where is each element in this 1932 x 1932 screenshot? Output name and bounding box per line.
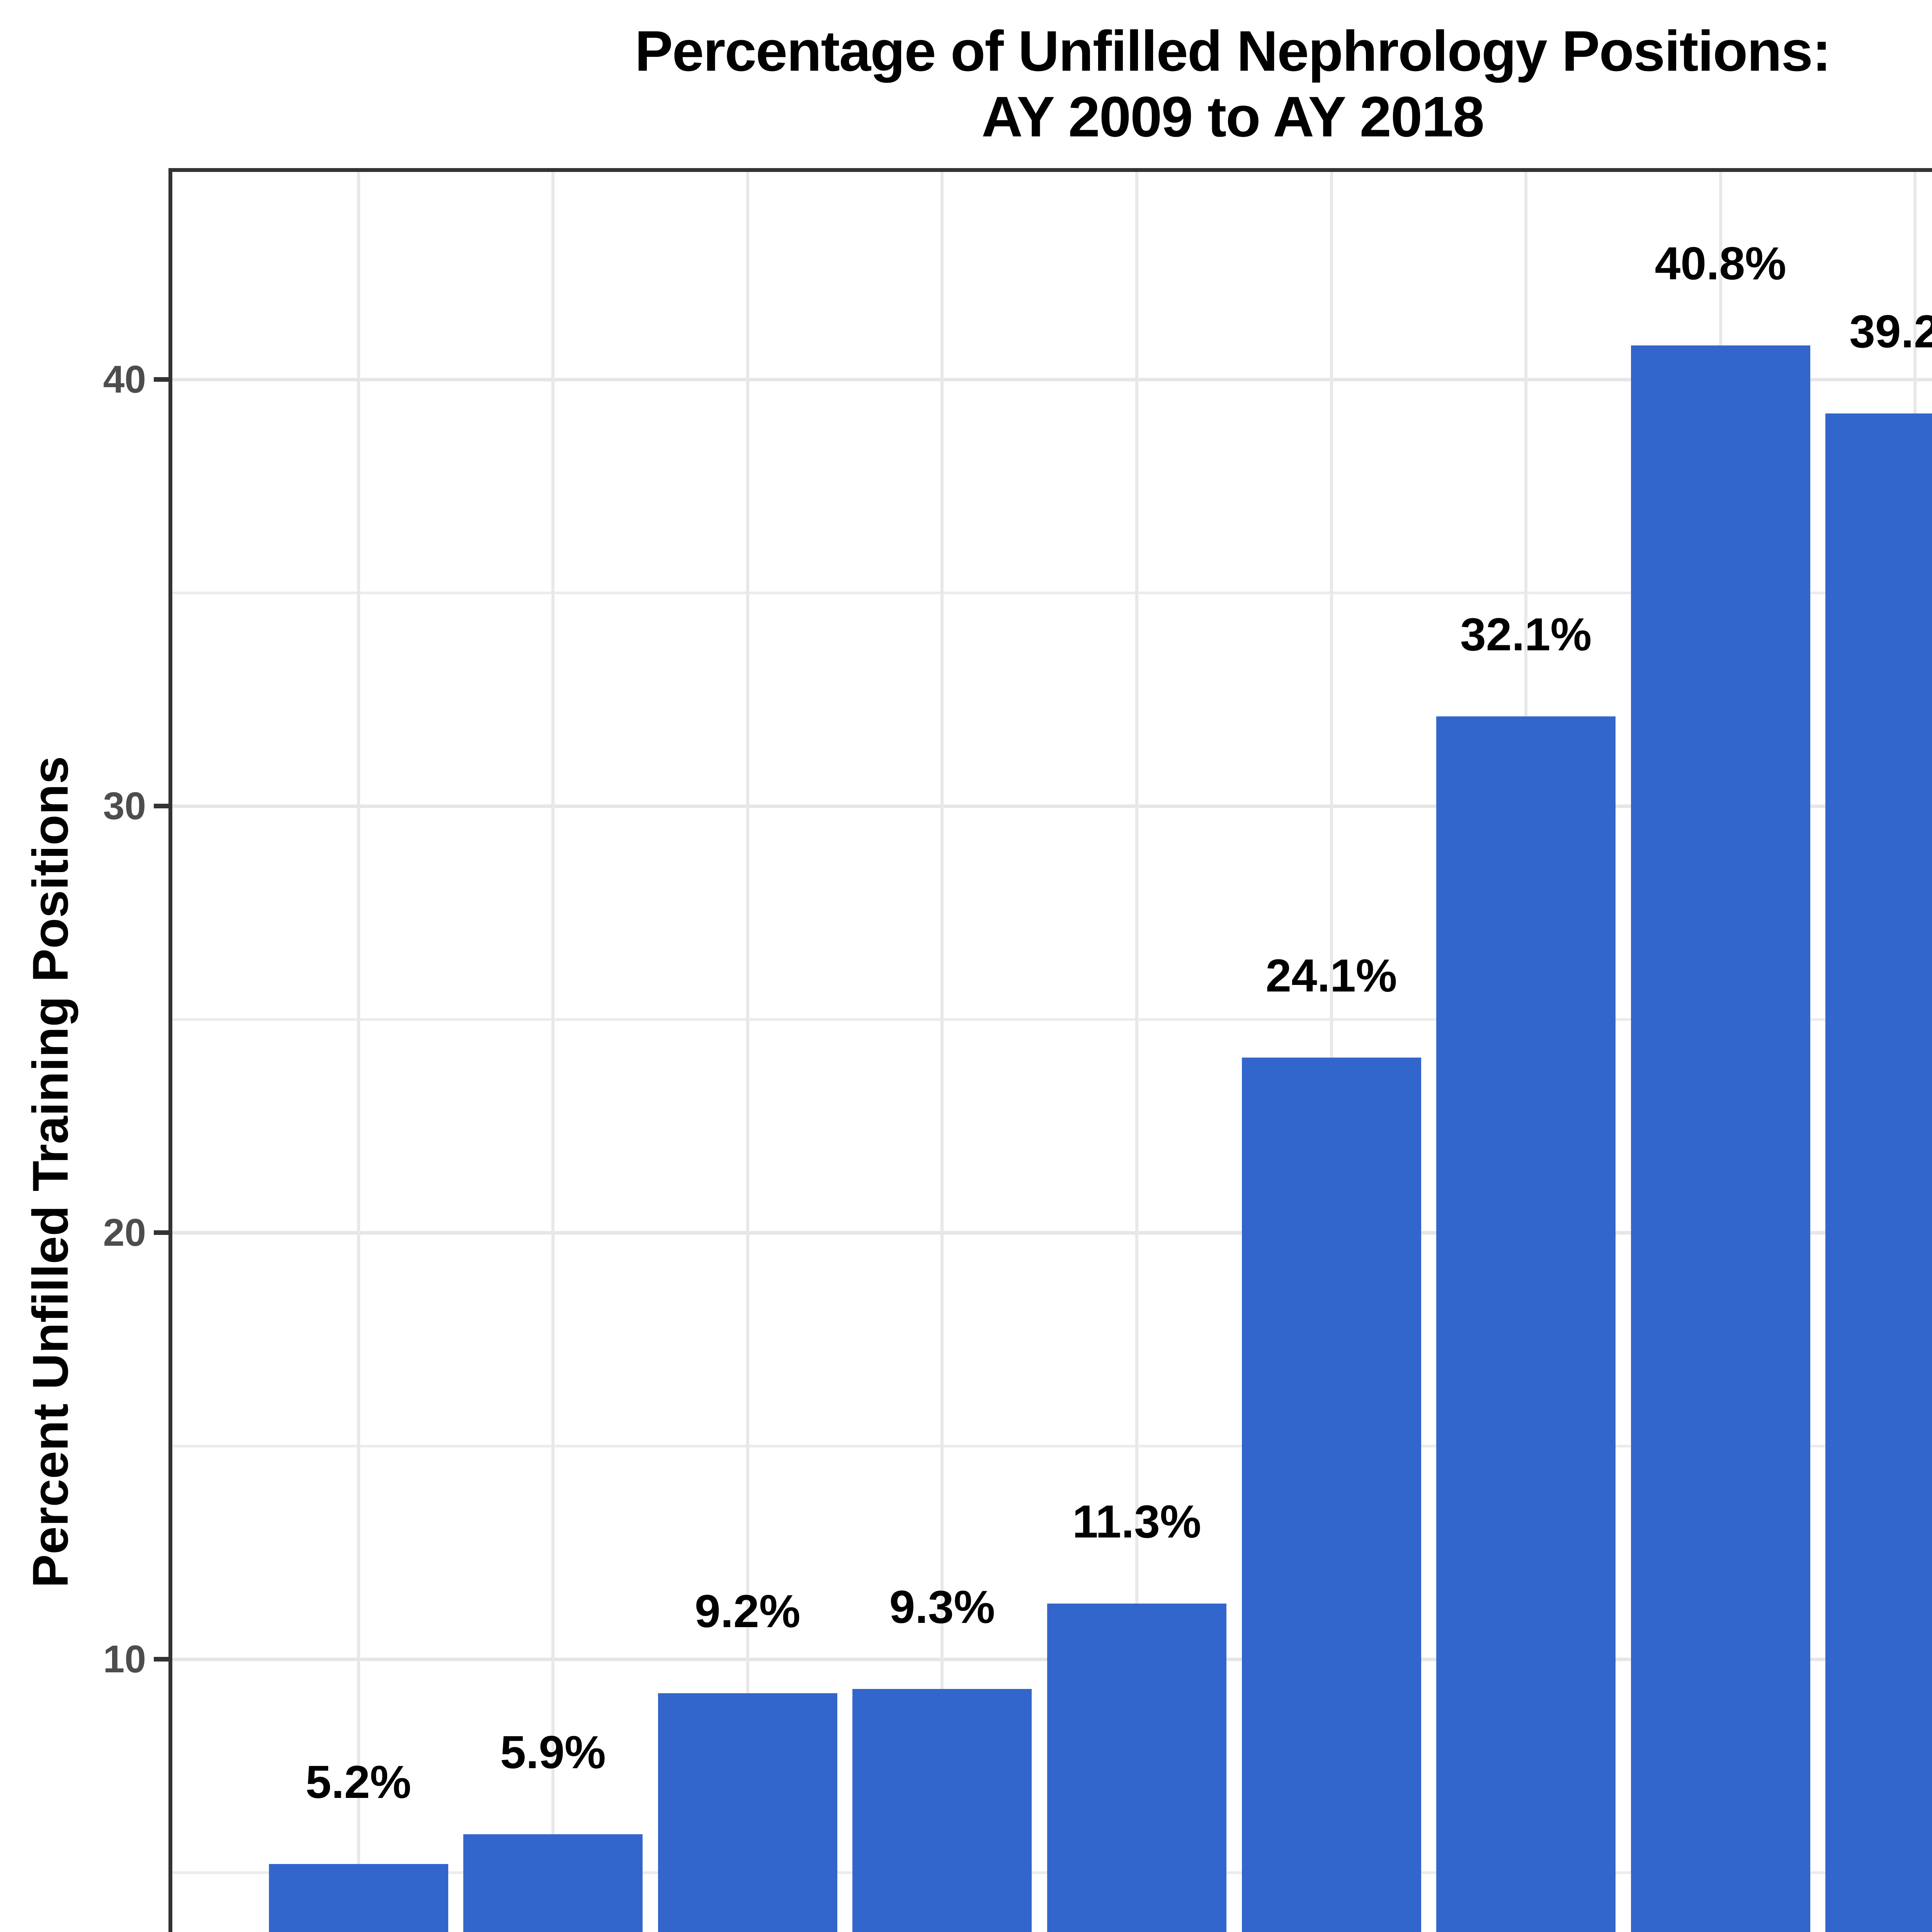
bar-2011 <box>658 1693 837 1932</box>
gridline-x-2013 <box>1135 172 1138 1932</box>
gridline-x-2010 <box>551 172 555 1932</box>
gridline-x-2011 <box>746 172 749 1932</box>
gridline-x-2014 <box>1330 172 1333 1932</box>
gridline-minor-y15 <box>172 1444 1932 1447</box>
gridline-x-2009 <box>357 172 360 1932</box>
gridline-minor-y35 <box>172 591 1932 594</box>
bar-2017 <box>1825 413 1932 1932</box>
y-tick-mark-40 <box>154 377 169 382</box>
bar-value-label-2015: 32.1% <box>1460 609 1592 661</box>
gridline-x-2012 <box>940 172 944 1932</box>
bar-2014 <box>1242 1058 1421 1932</box>
bar-2015 <box>1436 716 1616 1932</box>
bar-2013 <box>1047 1604 1226 1932</box>
gridline-major-y30 <box>172 804 1932 808</box>
y-tick-mark-20 <box>154 1230 169 1235</box>
bar-value-label-2016: 40.8% <box>1655 237 1786 289</box>
y-tick-label-10: 10 <box>103 1638 146 1681</box>
bar-2016 <box>1631 345 1810 1932</box>
gridline-minor-y25 <box>172 1018 1932 1021</box>
y-tick-mark-30 <box>154 804 169 808</box>
chart-title: Percentage of Unfilled Nephrology Positi… <box>267 19 1932 150</box>
bar-value-label-2013: 11.3% <box>1072 1496 1201 1548</box>
bar-value-label-2014: 24.1% <box>1265 950 1397 1002</box>
y-axis-title: Percent Unfilled Training Positions <box>22 756 78 1588</box>
y-tick-label-40: 40 <box>103 358 146 401</box>
bar-value-label-2010: 5.9% <box>500 1726 606 1778</box>
bar-2012 <box>852 1689 1032 1932</box>
bar-value-label-2012: 9.3% <box>889 1581 995 1633</box>
bar-value-label-2017: 39.2% <box>1849 306 1932 358</box>
y-tick-label-30: 30 <box>103 784 146 828</box>
y-tick-mark-10 <box>154 1657 169 1662</box>
bar-2009 <box>269 1864 448 1932</box>
gridline-major-y40 <box>172 378 1932 381</box>
chart-title-line1: Percentage of Unfilled Nephrology Positi… <box>634 19 1831 83</box>
chart-title-line2: AY 2009 to AY 2018 <box>981 85 1485 149</box>
y-tick-label-20: 20 <box>103 1211 146 1254</box>
gridline-major-y20 <box>172 1231 1932 1235</box>
bar-value-label-2009: 5.2% <box>305 1756 412 1808</box>
bar-2010 <box>463 1834 643 1932</box>
bar-value-label-2011: 9.2% <box>694 1585 801 1638</box>
